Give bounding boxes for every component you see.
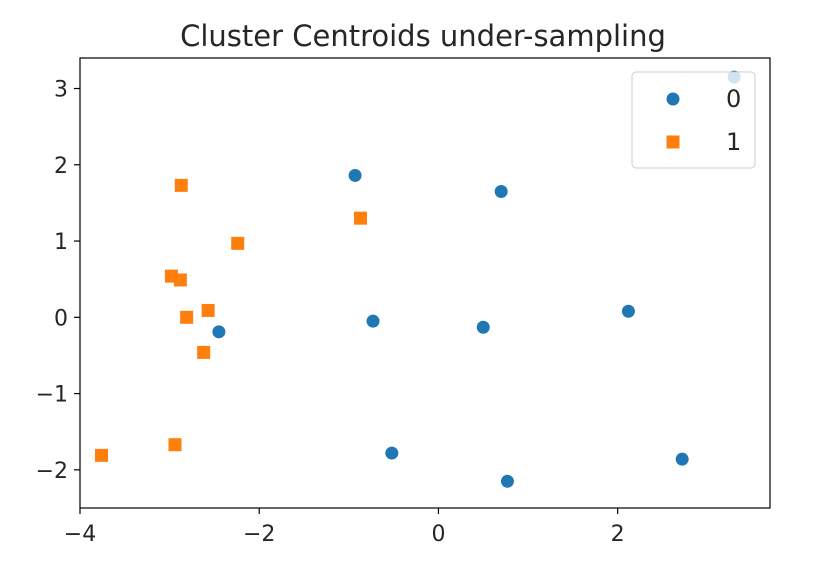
series-1-point xyxy=(180,310,194,324)
y-tick-label: −1 xyxy=(36,383,68,408)
series-1-point xyxy=(353,211,367,225)
legend-label: 0 xyxy=(726,85,741,113)
legend: 01 xyxy=(631,71,756,169)
y-axis: −2 −1 0 1 2 3 xyxy=(36,78,80,484)
data-points xyxy=(95,70,741,488)
series-0-point xyxy=(675,452,689,466)
chart-title: Cluster Centroids under-sampling xyxy=(180,19,666,53)
series-0-point xyxy=(476,320,490,334)
series-0-point xyxy=(500,474,514,488)
x-tick-label: 2 xyxy=(611,522,625,547)
x-axis: −4 −2 0 2 xyxy=(64,508,625,547)
series-1-point xyxy=(197,345,211,359)
x-tick-label: −4 xyxy=(64,522,96,547)
series-1-point xyxy=(95,448,109,462)
series-0-point xyxy=(212,325,226,339)
series-0-point xyxy=(348,168,362,182)
legend-box xyxy=(631,71,756,169)
legend-label: 1 xyxy=(726,128,741,156)
plot-area xyxy=(79,57,771,509)
series-1-point xyxy=(168,438,182,452)
y-tick-label: 0 xyxy=(54,306,68,331)
y-tick-label: 2 xyxy=(54,154,68,179)
series-0-point xyxy=(621,304,635,318)
legend-marker-circle xyxy=(666,92,680,106)
y-tick-label: 1 xyxy=(54,230,68,255)
y-tick-label: 3 xyxy=(54,78,68,103)
series-1-point xyxy=(231,236,245,250)
series-0-point xyxy=(385,446,399,460)
x-tick-label: −2 xyxy=(243,522,275,547)
legend-marker-square xyxy=(666,135,680,149)
x-tick-label: 0 xyxy=(431,522,445,547)
y-tick-label: −2 xyxy=(36,459,68,484)
series-1-point xyxy=(201,303,215,317)
series-1-point xyxy=(174,178,188,192)
series-0-point xyxy=(366,314,380,328)
series-0-point xyxy=(494,184,508,198)
series-1-point xyxy=(173,273,187,287)
